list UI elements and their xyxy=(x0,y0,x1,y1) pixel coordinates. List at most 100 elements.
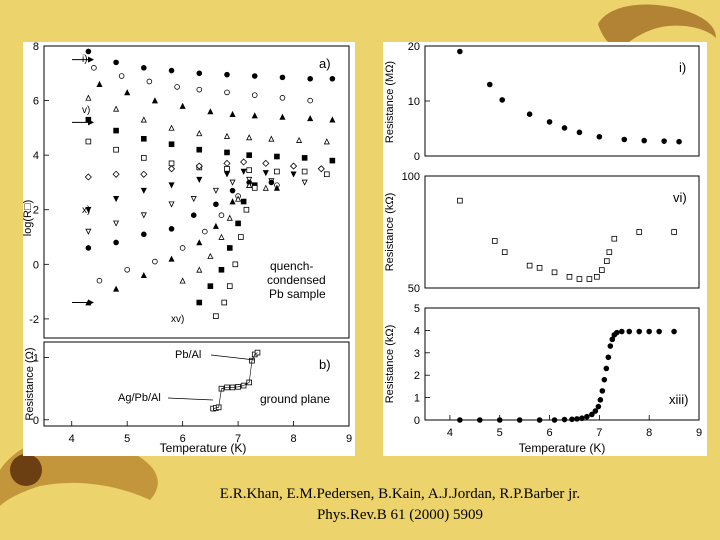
ytick-label: 0 xyxy=(33,415,39,427)
data-point xyxy=(113,146,119,153)
data-point xyxy=(296,136,303,143)
data-point xyxy=(636,328,643,335)
data-point xyxy=(223,159,231,167)
data-point xyxy=(597,397,604,403)
data-point xyxy=(141,155,147,161)
data-point xyxy=(301,155,308,161)
chart-vi-ticks: 50 100 xyxy=(402,171,430,295)
data-point xyxy=(656,328,662,335)
data-point xyxy=(246,181,253,188)
data-point xyxy=(536,265,543,271)
xtick-label: 5 xyxy=(497,427,503,439)
chart-a-ticks: -2 0 2 4 6 8 xyxy=(29,41,49,326)
data-point xyxy=(576,129,583,136)
data-point xyxy=(671,328,677,335)
chart-vi-ylabel: Resistance (kΩ) xyxy=(384,193,396,272)
xtick-label: 9 xyxy=(696,427,702,439)
data-point xyxy=(596,133,603,140)
chart-a-points xyxy=(84,48,336,319)
data-point xyxy=(196,176,203,184)
chart-a-arrows xyxy=(72,56,94,306)
data-point xyxy=(113,105,120,112)
data-point xyxy=(146,78,153,85)
data-point xyxy=(251,92,258,98)
data-point xyxy=(262,159,270,167)
data-point xyxy=(606,249,613,255)
xtick-label: 4 xyxy=(447,427,453,439)
data-point xyxy=(223,132,231,139)
data-point xyxy=(457,197,463,204)
data-point xyxy=(262,170,269,177)
data-point xyxy=(140,116,147,123)
chart-xiii-ticks: 0 1 2 3 4 5 4 5 6 7 8 9 xyxy=(414,303,702,439)
data-point xyxy=(124,266,130,273)
data-point xyxy=(516,417,523,423)
data-point xyxy=(240,198,247,205)
data-point xyxy=(323,138,330,145)
data-point xyxy=(486,81,493,88)
ytick-label: 1 xyxy=(33,353,39,365)
data-point xyxy=(551,417,558,423)
data-point xyxy=(566,273,573,280)
horn-decoration-top-right xyxy=(598,4,716,48)
chart-i-points xyxy=(457,48,682,145)
data-point xyxy=(196,266,203,273)
data-point xyxy=(268,135,275,142)
data-point xyxy=(213,201,219,208)
data-point xyxy=(594,273,600,280)
data-point xyxy=(289,162,298,170)
chart-i-frame xyxy=(424,45,700,157)
data-point xyxy=(561,416,568,423)
chart-xiii-points xyxy=(457,328,677,423)
label-ground-plane: ground plane xyxy=(260,392,330,406)
ytick-label: 2 xyxy=(33,205,39,217)
curve-label-v: v) xyxy=(82,105,90,116)
data-point xyxy=(491,238,498,244)
data-point xyxy=(301,168,308,175)
ytick-label: 10 xyxy=(408,96,420,108)
data-point xyxy=(190,196,197,203)
arrow-ag-pb-al xyxy=(167,397,214,401)
data-point xyxy=(569,416,575,423)
data-point xyxy=(224,89,230,96)
data-point xyxy=(589,411,595,418)
data-point xyxy=(251,185,258,191)
data-point xyxy=(179,102,186,109)
ytick-label: 3 xyxy=(414,348,420,360)
data-point xyxy=(113,196,120,203)
data-point xyxy=(226,245,233,251)
data-point xyxy=(599,267,605,273)
chart-vi-points xyxy=(457,197,677,282)
data-point xyxy=(586,276,593,282)
data-point xyxy=(609,336,616,343)
curve-arrow-head xyxy=(88,56,94,63)
chart-xiii: 0 1 2 3 4 5 4 5 6 7 8 9 Resistance (kΩ) xiii) Tempe… xyxy=(384,303,702,455)
chart-i-panel-label: i) xyxy=(679,60,686,75)
data-point xyxy=(546,119,553,125)
chart-b-ylabel: Resistance (Ω) xyxy=(24,347,36,420)
data-point xyxy=(207,108,214,115)
chart-i: 0 10 20 Resistance (MΩ) i) xyxy=(384,41,700,163)
data-point xyxy=(85,48,92,55)
data-point xyxy=(141,65,147,71)
data-point xyxy=(196,299,203,306)
chart-i-ticks: 0 10 20 xyxy=(408,41,430,163)
ytick-label: 20 xyxy=(408,42,420,53)
data-point xyxy=(84,173,92,181)
chart-b-frame xyxy=(43,341,350,427)
data-point xyxy=(526,262,533,269)
data-point xyxy=(646,328,652,335)
ytick-label: 5 xyxy=(414,303,420,315)
data-point xyxy=(213,313,219,319)
ytick-label: 8 xyxy=(33,42,39,53)
data-point xyxy=(212,187,219,194)
chart-xiii-panel-label: xiii) xyxy=(669,392,689,407)
data-point xyxy=(561,125,568,131)
data-point xyxy=(224,166,230,172)
data-point xyxy=(238,234,244,240)
data-point xyxy=(274,168,280,175)
chart-b: 0 1 4 5 6 7 8 9 Resistance (Ω) b) Pb/Al Ag/Pb/A… xyxy=(24,341,352,455)
chart-vi-frame xyxy=(424,175,700,289)
data-point xyxy=(614,329,620,336)
data-point xyxy=(235,220,241,227)
